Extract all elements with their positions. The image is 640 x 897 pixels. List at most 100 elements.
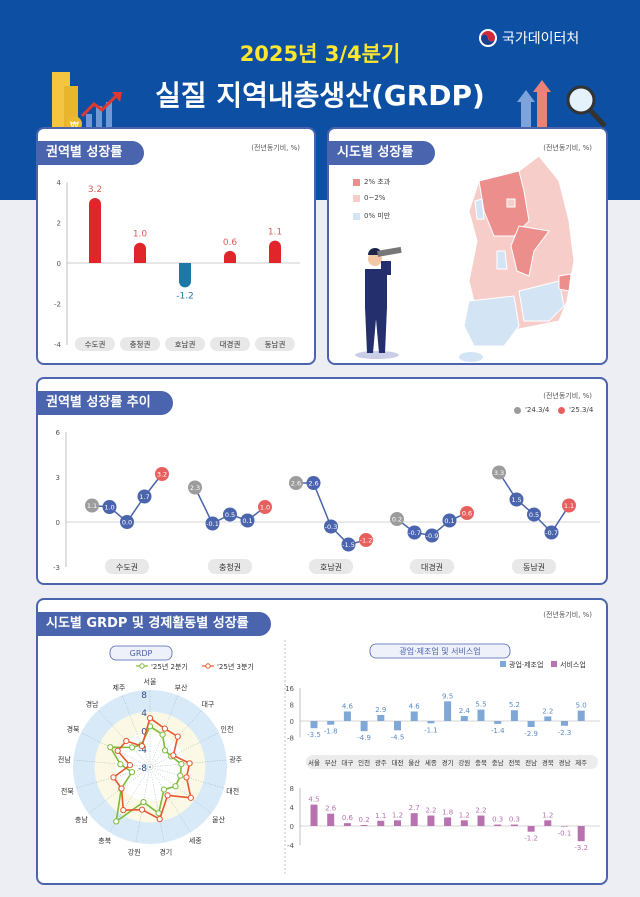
bar (410, 711, 418, 721)
map-region-jeju (459, 352, 483, 362)
bar (561, 826, 568, 827)
arrows-magnifier-icon (517, 80, 607, 132)
y-tick-label: -2 (54, 301, 61, 309)
bar (577, 826, 585, 842)
radar-category-label: 전남 (58, 755, 71, 764)
radar-point (129, 744, 136, 751)
legend-label: '25년 3분기 (217, 662, 254, 671)
data-point (155, 467, 169, 481)
radar-category-label: 강원 (128, 848, 141, 857)
data-label: 2.7 (409, 804, 420, 812)
category-label: 동남권 (265, 340, 286, 349)
data-label: 0.0 (122, 519, 132, 527)
data-label: 0.1 (444, 517, 454, 525)
legend-label: 광업·제조업 (509, 661, 543, 669)
legend-swatch (500, 661, 506, 667)
bar-base (224, 256, 236, 263)
data-label: 5.2 (509, 701, 520, 709)
legend-marker (205, 663, 211, 669)
data-point (407, 525, 422, 540)
data-point (205, 516, 220, 531)
category-pill (255, 337, 295, 351)
category-pill (75, 337, 115, 351)
bar (460, 716, 468, 721)
data-label: 0.3 (509, 816, 520, 824)
bar (427, 815, 435, 826)
radar-spoke (109, 766, 151, 833)
category-label: 경남 (559, 758, 571, 767)
data-label: 1.5 (511, 496, 521, 504)
bar (510, 824, 518, 826)
map-region-jeonnam (463, 295, 520, 347)
radar-category-label: 대구 (201, 700, 214, 708)
category-label: 울산 (408, 758, 420, 767)
radar-point (126, 762, 134, 769)
y-tick-label: 8 (290, 785, 294, 793)
data-label: 1.1 (87, 502, 97, 510)
data-label: 4.6 (409, 702, 421, 710)
data-label: 2.2 (475, 807, 486, 815)
category-label: 수도권 (85, 340, 106, 349)
page-title: 실질 지역내총생산(GRDP) (155, 79, 485, 112)
map-region-seoul (506, 198, 516, 208)
radar-spoke (97, 709, 151, 768)
section-title: 시도별 GRDP 및 경제활동별 성장률 (36, 612, 271, 636)
data-point (390, 512, 404, 526)
radar-point (156, 816, 163, 823)
data-label: 1.0 (104, 504, 114, 512)
bar (527, 826, 535, 832)
radar-point (138, 806, 146, 813)
unit-label: (전년동기비, %) (543, 144, 592, 152)
radar-point (113, 818, 120, 825)
radar-point (138, 743, 146, 750)
y-tick-label: -3 (53, 564, 60, 572)
bar (510, 710, 518, 721)
legend-over2: 2% 초과 (353, 177, 390, 187)
map-region-incheon (474, 198, 485, 220)
data-point (509, 492, 524, 507)
bar (544, 820, 552, 826)
category-label: 인천 (358, 758, 370, 767)
category-label: 전남 (525, 758, 537, 767)
data-label: -1.2 (176, 291, 194, 301)
bar (494, 721, 502, 724)
category-label: 충남 (492, 758, 504, 767)
data-label: 2.6 (291, 480, 301, 488)
y-tick-label: 4 (57, 179, 62, 187)
radar-point (120, 807, 127, 814)
data-point (442, 513, 457, 528)
category-label: 제주 (575, 759, 587, 767)
radar-category-label: 부산 (175, 683, 188, 692)
y-tick-label: -8 (287, 735, 294, 743)
category-label: 서울 (308, 758, 320, 767)
radar-tick-label: -4 (138, 746, 147, 756)
data-point (306, 476, 321, 490)
bar-base (89, 230, 101, 263)
y-tick-label: 0 (56, 519, 60, 527)
data-label: 2.3 (190, 484, 200, 492)
legend-2024q3: '24.3/4 (514, 406, 549, 414)
bar (360, 825, 368, 826)
bar (427, 721, 435, 724)
data-label: -0.7 (545, 529, 558, 537)
category-label: 강원 (458, 758, 470, 767)
radar-point (128, 769, 136, 776)
y-tick-label: 4 (290, 804, 295, 812)
data-label: -1.2 (524, 835, 538, 843)
province-industry-card: 시도별 GRDP 및 경제활동별 성장률 (전년동기비, %) GRDP '25년… (36, 598, 608, 885)
radar-tick-label: 0 (141, 727, 147, 737)
radar-category-label: 충남 (75, 815, 88, 824)
y-tick-label: 0 (57, 260, 61, 268)
bar (343, 823, 351, 826)
category-label: 전북 (508, 758, 520, 767)
radar-point (177, 772, 184, 779)
legend-2025q3: '25.3/4 (558, 406, 593, 414)
bar (494, 824, 502, 826)
category-band (306, 755, 598, 769)
data-label: 5.0 (576, 702, 587, 710)
bar (477, 709, 485, 721)
data-label: 0.2 (392, 516, 402, 524)
bar (343, 711, 351, 721)
radar-point (114, 747, 121, 755)
category-pill (208, 559, 252, 574)
